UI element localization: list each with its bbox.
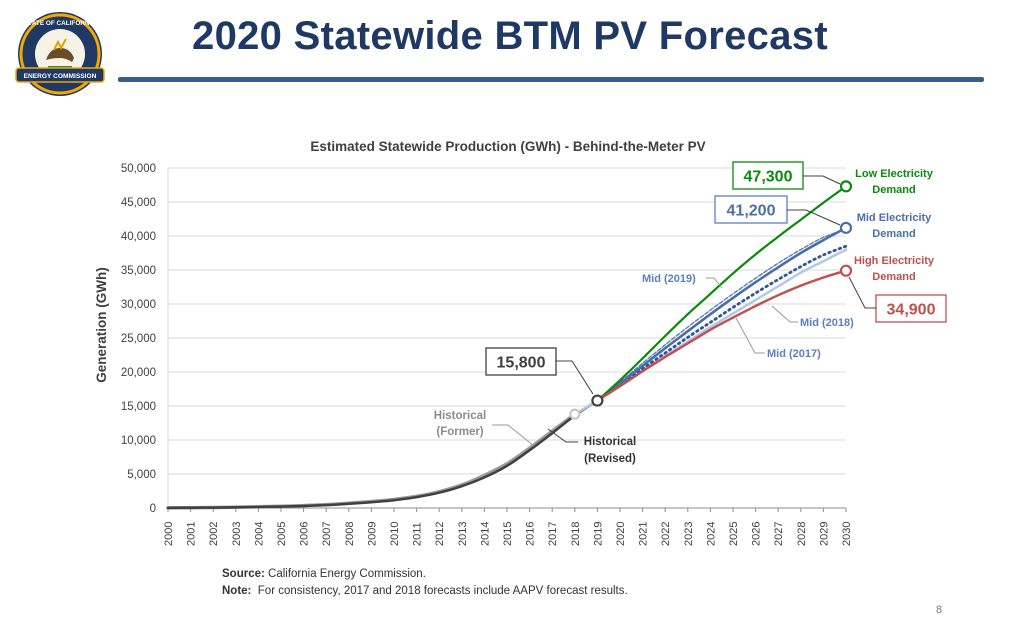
- x-tick-label: 2014: [479, 522, 491, 546]
- callout-2019-leader: [556, 360, 594, 395]
- label-historical-revised-leader: [547, 428, 578, 443]
- x-tick-label: 2005: [276, 522, 288, 546]
- y-tick-label: 0: [150, 503, 156, 515]
- x-tick-label: 2018: [570, 522, 582, 546]
- callout-2019-value: 15,800: [497, 355, 546, 372]
- label-low-demand-line1: Low Electricity: [855, 168, 934, 180]
- x-tick-label: 2029: [818, 522, 830, 546]
- label-mid-2019: Mid (2019): [642, 273, 696, 285]
- label-historical-former-leader: [492, 424, 535, 447]
- x-tick-label: 2002: [208, 522, 220, 546]
- y-tick-label: 50,000: [121, 163, 156, 175]
- x-tick-label: 2001: [186, 522, 198, 546]
- bear-icon: [46, 48, 74, 62]
- callout-low-value: 47,300: [744, 169, 793, 186]
- label-mid-demand-line2: Demand: [872, 228, 915, 240]
- note-text: For consistency, 2017 and 2018 forecasts…: [257, 585, 628, 597]
- logo-text-bottom: ENERGY COMMISSION: [24, 73, 97, 80]
- x-tick-label: 2023: [683, 522, 695, 546]
- low-demand-endpoint-marker: [839, 180, 853, 193]
- slide-title: 2020 Statewide BTM PV Forecast: [192, 14, 828, 58]
- historical-former-endpoint-marker: [569, 408, 581, 420]
- y-axis-label: Generation (GWh): [94, 267, 109, 383]
- page-number: 8: [936, 604, 943, 616]
- series-line-historical-revised: [166, 399, 599, 510]
- label-high-demand-line2: Demand: [872, 271, 915, 283]
- callout-mid-value-box: [714, 195, 788, 224]
- x-tick-label: 2000: [163, 522, 175, 546]
- x-tick-label: 2017: [547, 522, 559, 546]
- label-mid-2018-leader: [771, 305, 798, 323]
- callout-mid-leader: [787, 209, 841, 226]
- series-line-low-electricity-demand: [596, 185, 848, 402]
- x-tick-label: 2015: [502, 522, 514, 546]
- y-tick-label: 25,000: [121, 333, 156, 345]
- x-tick-label: 2019: [592, 522, 604, 546]
- label-historical-revised-line1: Historical: [584, 436, 636, 448]
- source-text: California Energy Commission.: [268, 568, 426, 580]
- x-tick-label: 2022: [660, 522, 672, 546]
- label-mid-2017-leader: [735, 317, 765, 354]
- label-mid-2018: Mid (2018): [800, 317, 854, 329]
- label-mid-demand-line1: Mid Electricity: [857, 212, 932, 224]
- historical-2019-marker: [591, 394, 604, 407]
- high-demand-endpoint-marker: [839, 264, 853, 277]
- label-historical-former-line2: (Former): [436, 426, 483, 438]
- label-mid-2017: Mid (2017): [767, 348, 821, 360]
- series-line-mid-2018: [596, 244, 848, 402]
- x-tick-label: 2012: [434, 522, 446, 546]
- callout-low-value-box: [732, 161, 804, 190]
- x-tick-label: 2011: [412, 522, 424, 546]
- x-tick-label: 2013: [457, 522, 469, 546]
- energy-commission-logo: ENERGY COMMISSION STATE OF CALIFORNIA: [15, 12, 105, 96]
- chart-title: Estimated Statewide Production (GWh) - B…: [310, 139, 705, 154]
- label-mid-2019-leader: [706, 277, 723, 289]
- x-tick-label: 2008: [344, 522, 356, 546]
- source-line: Source: California Energy Commission.: [222, 566, 628, 583]
- x-tick-label: 2020: [615, 522, 627, 546]
- y-tick-label: 15,000: [121, 401, 156, 413]
- callout-mid-value: 41,200: [727, 203, 776, 220]
- x-tick-label: 2026: [751, 522, 763, 546]
- source-label: Source:: [222, 568, 265, 580]
- note-line: Note: For consistency, 2017 and 2018 for…: [222, 583, 628, 600]
- x-tick-label: 2004: [253, 522, 265, 546]
- callout-low-leader: [803, 175, 841, 185]
- label-historical-former-line1: Historical: [434, 410, 486, 422]
- x-tick-label: 2021: [638, 522, 650, 546]
- y-tick-label: 40,000: [121, 231, 156, 243]
- label-low-demand-line2: Demand: [872, 184, 915, 196]
- x-tick-label: 2027: [773, 522, 785, 546]
- series-line-mid-2019: [596, 228, 847, 402]
- x-tick-label: 2030: [841, 522, 853, 546]
- x-tick-label: 2024: [705, 522, 717, 546]
- x-tick-label: 2007: [321, 522, 333, 546]
- title-underline: [118, 77, 984, 82]
- x-tick-label: 2010: [389, 522, 401, 546]
- y-tick-label: 5,000: [127, 469, 156, 481]
- label-historical-revised-line2: (Revised): [584, 453, 636, 465]
- series-line-mid-electricity-demand: [596, 226, 848, 402]
- y-tick-label: 35,000: [121, 265, 156, 277]
- y-tick-label: 10,000: [121, 435, 156, 447]
- y-tick-label: 30,000: [121, 299, 156, 311]
- callout-high-leader: [848, 276, 876, 309]
- x-tick-label: 2003: [231, 522, 243, 546]
- note-label: Note:: [222, 585, 252, 597]
- label-high-demand-line1: High Electricity: [854, 255, 935, 267]
- x-tick-label: 2016: [525, 522, 537, 546]
- x-tick-label: 2025: [728, 522, 740, 546]
- series-line-high-electricity-demand: [596, 269, 848, 402]
- y-tick-label: 20,000: [121, 367, 156, 379]
- footer-notes: Source: California Energy Commission. No…: [222, 566, 628, 600]
- callout-high-value: 34,900: [887, 302, 936, 319]
- x-tick-label: 2028: [796, 522, 808, 546]
- x-tick-label: 2009: [366, 522, 378, 546]
- mid-demand-endpoint-marker: [839, 221, 853, 234]
- x-tick-label: 2006: [299, 522, 311, 546]
- callout-2019-value-box: [485, 347, 557, 376]
- y-tick-label: 45,000: [121, 197, 156, 209]
- logo-text-top: STATE OF CALIFORNIA: [24, 20, 96, 27]
